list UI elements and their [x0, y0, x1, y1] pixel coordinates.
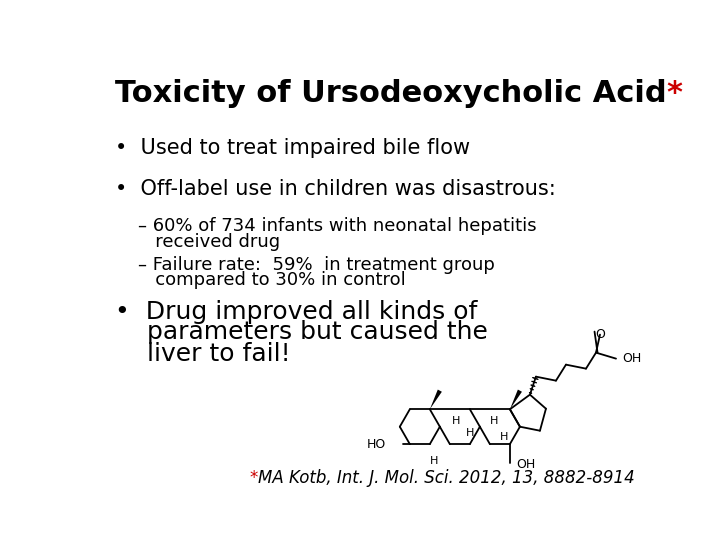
Text: MA Kotb, Int. J. Mol. Sci. 2012, 13, 8882-8914: MA Kotb, Int. J. Mol. Sci. 2012, 13, 888… — [258, 469, 635, 487]
Text: received drug: received drug — [138, 233, 280, 251]
Text: •  Drug improved all kinds of: • Drug improved all kinds of — [115, 300, 477, 323]
Text: parameters but caused the: parameters but caused the — [115, 320, 487, 345]
Polygon shape — [510, 389, 522, 409]
Text: OH: OH — [516, 458, 535, 471]
Text: •  Off-label use in children was disastrous:: • Off-label use in children was disastro… — [115, 179, 556, 199]
Text: *: * — [250, 469, 258, 487]
Text: H: H — [451, 416, 460, 426]
Text: H: H — [466, 428, 474, 438]
Text: HO: HO — [366, 437, 386, 450]
Text: liver to fail!: liver to fail! — [115, 342, 291, 366]
Text: Toxicity of Ursodeoxycholic Acid: Toxicity of Ursodeoxycholic Acid — [115, 79, 667, 107]
Text: OH: OH — [622, 352, 642, 365]
Text: compared to 30% in control: compared to 30% in control — [138, 271, 406, 289]
Text: *: * — [667, 79, 683, 107]
Text: – Failure rate:  59%  in treatment group: – Failure rate: 59% in treatment group — [138, 256, 495, 274]
Polygon shape — [430, 389, 442, 409]
Text: O: O — [595, 328, 605, 341]
Text: H: H — [500, 431, 508, 442]
Text: H: H — [430, 456, 438, 465]
Text: H: H — [490, 416, 498, 426]
Text: – 60% of 734 infants with neonatal hepatitis: – 60% of 734 infants with neonatal hepat… — [138, 217, 536, 235]
Text: •  Used to treat impaired bile flow: • Used to treat impaired bile flow — [115, 138, 470, 158]
